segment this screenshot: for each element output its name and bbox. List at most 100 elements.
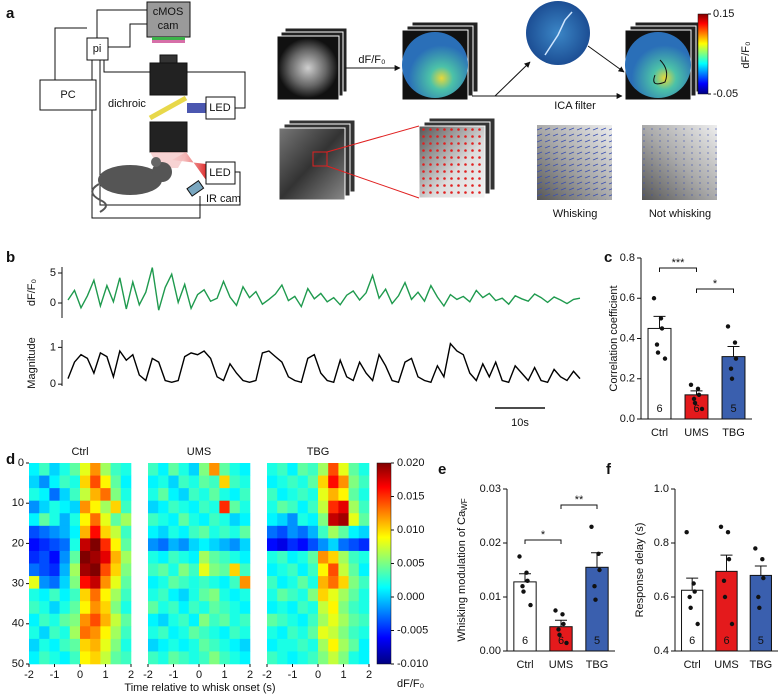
heatmap-cell — [358, 550, 370, 564]
heatmap-cell — [110, 651, 122, 665]
heatmap-cell — [90, 576, 101, 589]
heatmap-cell — [29, 601, 40, 615]
zoom-box — [312, 151, 328, 167]
data-point — [761, 575, 766, 581]
heatmap-cell — [69, 576, 81, 589]
heatmap-cell — [39, 463, 50, 476]
heatmap-cell — [267, 576, 278, 589]
n-label: 6 — [522, 635, 528, 647]
heatmap-cell — [178, 601, 190, 615]
heatmap-cell — [80, 475, 91, 489]
heatmap-cell — [209, 475, 220, 489]
heatmap-cell — [338, 463, 349, 476]
heatmap-cell — [158, 613, 169, 627]
data-point — [525, 578, 530, 583]
heatmap-cell — [148, 651, 159, 665]
heatmap-cell — [29, 651, 40, 665]
heatmap-cell — [287, 513, 298, 527]
significance-bracket — [524, 539, 562, 544]
heatmap-cell — [328, 500, 339, 514]
heatmap-cell — [59, 500, 71, 514]
heatmap-cell — [178, 475, 190, 489]
x-tick-label: 2 — [247, 669, 253, 681]
heatmap-cell — [277, 525, 288, 539]
heatmap-cell — [39, 613, 50, 627]
data-point — [557, 632, 562, 637]
heatmap-cell — [229, 550, 241, 564]
heatmap-cell — [168, 475, 179, 489]
heatmap-cell — [69, 513, 81, 527]
heatmap-cell — [209, 588, 220, 602]
heatmap-cell — [287, 563, 298, 577]
heatmap-cell — [120, 626, 132, 640]
heatmap-cell — [328, 651, 339, 665]
panel-label: a — [6, 5, 15, 22]
data-point — [596, 551, 601, 556]
heatmap-cell — [328, 463, 339, 476]
heatmap-cell — [348, 576, 360, 589]
heatmap-cell — [277, 626, 288, 640]
heatmap-cell — [277, 576, 288, 589]
mouse-head — [152, 162, 172, 182]
heatmap-cell — [80, 651, 91, 665]
heatmap-cell — [307, 576, 319, 589]
data-point — [517, 554, 522, 559]
heatmap-cell — [307, 563, 319, 577]
heatmap-title: UMS — [187, 446, 211, 458]
heatmap-cell — [49, 651, 60, 665]
x-tick-label: Ctrl — [516, 659, 533, 671]
heatmap-cell — [168, 651, 179, 665]
heatmap-cell — [90, 563, 101, 577]
n-label: 5 — [730, 403, 736, 415]
heatmap-cell — [328, 513, 339, 527]
x-axis-label: Time relative to whisk onset (s) — [124, 682, 275, 694]
optic-flow — [537, 125, 612, 200]
data-point — [688, 605, 693, 610]
dff-image — [402, 32, 468, 98]
heatmap-cell — [199, 500, 210, 514]
dichroic-mirror — [148, 95, 188, 121]
heatmap-cell — [100, 601, 111, 615]
heatmap-cell — [158, 475, 169, 489]
heatmap-cell — [29, 638, 40, 652]
heatmap-cell — [348, 588, 360, 602]
ica-image — [526, 1, 590, 65]
heatmap-cell — [229, 475, 241, 489]
heatmap-cell — [178, 525, 190, 539]
heatmap-cell — [120, 550, 132, 564]
data-point — [556, 627, 561, 632]
heatmap-cell — [219, 525, 230, 539]
heatmap-cell — [90, 538, 101, 552]
heatmap-cell — [219, 538, 230, 552]
heatmap-cell — [29, 613, 40, 627]
heatmap-cell — [318, 588, 329, 602]
heatmap-cell — [59, 601, 71, 615]
heatmap-cell — [168, 563, 179, 577]
heatmap-cell — [267, 550, 278, 564]
heatmap-cell — [318, 613, 329, 627]
heatmap-cell — [229, 613, 241, 627]
heatmap-cell — [100, 638, 111, 652]
heatmap-cell — [297, 626, 309, 640]
heatmap-cell — [110, 638, 122, 652]
heatmap-cell — [158, 601, 169, 615]
x-tick-label: -2 — [143, 669, 153, 681]
heatmap-cell — [358, 500, 370, 514]
heatmap-cell — [239, 513, 251, 527]
heatmap-cell — [287, 651, 298, 665]
heatmap-cell — [49, 626, 60, 640]
heatmap-cell — [90, 613, 101, 627]
heatmap-cell — [358, 513, 370, 527]
setup-diagram — [39, 1, 246, 219]
heatmap-cell — [328, 601, 339, 615]
heatmap-cell — [29, 513, 40, 527]
heatmap-cell — [69, 525, 81, 539]
heatmap-cell — [297, 651, 309, 665]
heatmap-cell — [90, 513, 101, 527]
heatmap-cell — [80, 563, 91, 577]
y-tick-label: 40 — [12, 618, 24, 630]
heatmap-cell — [100, 550, 111, 564]
data-point — [592, 584, 597, 589]
heatmap-cell — [287, 475, 298, 489]
data-point — [564, 640, 569, 646]
